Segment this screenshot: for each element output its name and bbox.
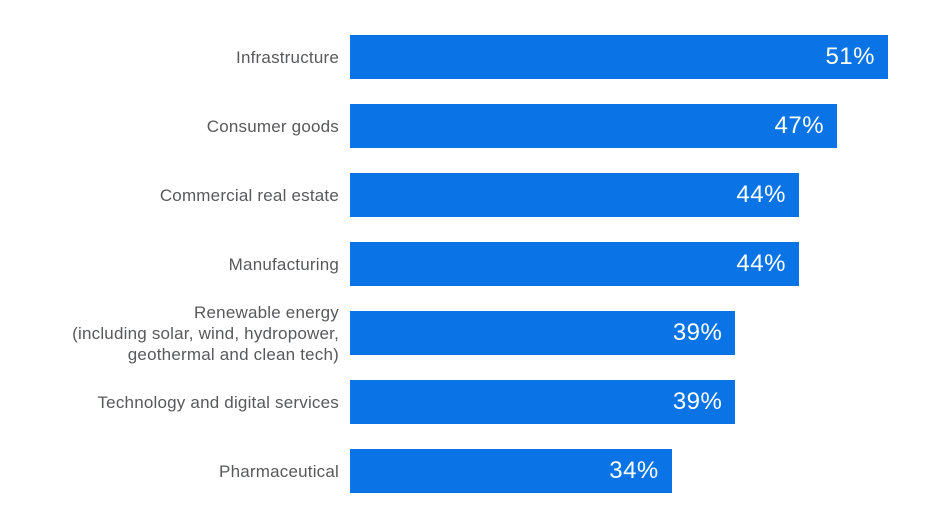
- category-label: Manufacturing: [228, 254, 339, 274]
- bar: 44%: [350, 173, 799, 217]
- value-label: 39%: [672, 388, 723, 415]
- value-label: 39%: [672, 319, 723, 346]
- chart-row: Infrastructure 51%: [0, 35, 945, 79]
- bar-track: 39%: [350, 380, 888, 424]
- bar-track: 44%: [350, 242, 888, 286]
- bar-track: 34%: [350, 449, 888, 493]
- bar: 51%: [350, 35, 888, 79]
- bar: 47%: [350, 104, 838, 148]
- category-label: Renewable energy (including solar, wind,…: [72, 302, 339, 364]
- bar: 39%: [350, 380, 736, 424]
- value-label: 44%: [736, 250, 786, 277]
- chart-row: Consumer goods 47%: [0, 104, 945, 148]
- bar-track: 47%: [350, 104, 888, 148]
- bar-track: 44%: [350, 173, 888, 217]
- value-label: 47%: [774, 112, 825, 139]
- category-label: Pharmaceutical: [219, 461, 339, 481]
- chart-row: Pharmaceutical 34%: [0, 449, 945, 493]
- bar: 39%: [350, 311, 736, 355]
- bar: 44%: [350, 242, 799, 286]
- chart-row: Technology and digital services 39%: [0, 380, 945, 424]
- bar: 34%: [350, 449, 672, 493]
- category-label: Infrastructure: [236, 47, 339, 67]
- value-label: 44%: [736, 181, 786, 208]
- chart-rows: Infrastructure 51% Consumer goods 47% Co…: [0, 35, 945, 493]
- bar-track: 39%: [350, 311, 888, 355]
- category-label: Technology and digital services: [97, 392, 339, 412]
- value-label: 34%: [609, 457, 659, 484]
- chart-row: Manufacturing 44%: [0, 242, 945, 286]
- bar-track: 51%: [350, 35, 888, 79]
- value-label: 51%: [825, 43, 875, 70]
- chart-row: Renewable energy (including solar, wind,…: [0, 303, 945, 364]
- chart-row: Commercial real estate 44%: [0, 173, 945, 217]
- category-label: Commercial real estate: [159, 185, 339, 205]
- category-label: Consumer goods: [206, 116, 339, 136]
